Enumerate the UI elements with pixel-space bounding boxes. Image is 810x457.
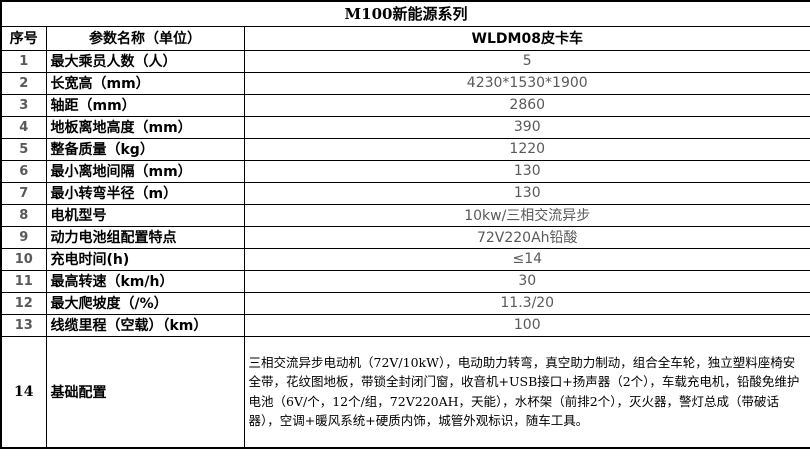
param-name: 电机型号 <box>45 203 245 227</box>
param-value: 5 <box>243 49 810 73</box>
param-name: 整备质量（kg） <box>45 137 245 161</box>
table-title-row: M100新能源系列 <box>0 0 810 27</box>
row-number: 3 <box>0 93 47 117</box>
table-row: 11 最高转速（km/h） 30 <box>0 269 810 293</box>
param-value: 30 <box>243 269 810 293</box>
table-row: 10 充电时间(h) ≤14 <box>0 247 810 271</box>
row-number: 9 <box>0 225 47 249</box>
param-value: 11.3/20 <box>243 291 810 315</box>
base-config-description: 三相交流异步电动机（72V/10kW），电动助力转弯，真空助力制动，组合全车轮，… <box>243 335 810 449</box>
table-row: 12 最大爬坡度（/%） 11.3/20 <box>0 291 810 315</box>
row-number: 14 <box>0 335 47 449</box>
param-name: 最高转速（km/h） <box>45 269 245 293</box>
param-name: 最小离地间隔（mm） <box>45 159 245 183</box>
table-row-base-config: 14 基础配置 三相交流异步电动机（72V/10kW），电动助力转弯，真空助力制… <box>0 335 810 449</box>
row-number: 5 <box>0 137 47 161</box>
row-number: 1 <box>0 49 47 73</box>
column-header-name: 参数名称（单位） <box>45 25 245 51</box>
param-name: 线缆里程（空载）（km） <box>45 313 245 337</box>
param-value: 390 <box>243 115 810 139</box>
param-value: 130 <box>243 159 810 183</box>
row-number: 7 <box>0 181 47 205</box>
column-header-model: WLDM08皮卡车 <box>243 25 810 51</box>
param-name: 动力电池组配置特点 <box>45 225 245 249</box>
table-row: 8 电机型号 10kw/三相交流异步 <box>0 203 810 227</box>
row-number: 11 <box>0 269 47 293</box>
param-name: 最大乘员人数（人） <box>45 49 245 73</box>
param-value: 2860 <box>243 93 810 117</box>
param-name: 地板离地高度（mm） <box>45 115 245 139</box>
param-name: 长宽高（mm） <box>45 71 245 95</box>
table-row: 4 地板离地高度（mm） 390 <box>0 115 810 139</box>
param-value: 72V220Ah铅酸 <box>243 225 810 249</box>
param-value: 1220 <box>243 137 810 161</box>
param-name: 充电时间(h) <box>45 247 245 271</box>
table-row: 5 整备质量（kg） 1220 <box>0 137 810 161</box>
table-header-row: 序号 参数名称（单位） WLDM08皮卡车 <box>0 25 810 51</box>
param-value: 130 <box>243 181 810 205</box>
table-row: 3 轴距（mm） 2860 <box>0 93 810 117</box>
table-row: 13 线缆里程（空载）（km） 100 <box>0 313 810 337</box>
table-row: 2 长宽高（mm） 4230*1530*1900 <box>0 71 810 95</box>
param-name: 最大爬坡度（/%） <box>45 291 245 315</box>
table-row: 1 最大乘员人数（人） 5 <box>0 49 810 73</box>
table-row: 9 动力电池组配置特点 72V220Ah铅酸 <box>0 225 810 249</box>
table-row: 7 最小转弯半径（m） 130 <box>0 181 810 205</box>
row-number: 2 <box>0 71 47 95</box>
param-name: 最小转弯半径（m） <box>45 181 245 205</box>
param-value: ≤14 <box>243 247 810 271</box>
row-number: 4 <box>0 115 47 139</box>
param-value: 100 <box>243 313 810 337</box>
param-value: 4230*1530*1900 <box>243 71 810 95</box>
row-number: 12 <box>0 291 47 315</box>
table-row: 6 最小离地间隔（mm） 130 <box>0 159 810 183</box>
param-value: 10kw/三相交流异步 <box>243 203 810 227</box>
row-number: 13 <box>0 313 47 337</box>
row-number: 8 <box>0 203 47 227</box>
table-title: M100新能源系列 <box>0 0 810 27</box>
column-header-no: 序号 <box>0 25 47 51</box>
row-number: 6 <box>0 159 47 183</box>
row-number: 10 <box>0 247 47 271</box>
param-name: 轴距（mm） <box>45 93 245 117</box>
param-name: 基础配置 <box>45 335 245 449</box>
